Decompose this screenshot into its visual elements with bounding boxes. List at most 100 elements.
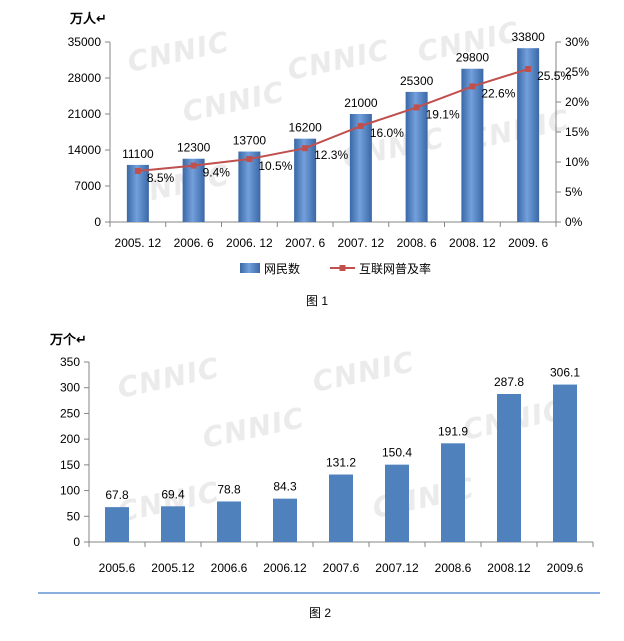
y-tick-label: 21000	[68, 107, 102, 121]
x-category-label: 2008.6	[435, 561, 472, 575]
bar	[385, 464, 409, 542]
y-tick-label: 0	[73, 535, 80, 549]
bar	[273, 498, 297, 542]
chart-2-caption: 图 2	[309, 606, 331, 620]
bar	[182, 158, 205, 222]
y-tick-label: 250	[60, 406, 80, 420]
x-category-label: 2006.12	[263, 561, 307, 575]
line-data-label: 12.3%	[314, 148, 348, 162]
y-tick-label: 150	[60, 458, 80, 472]
bar-value-label: 78.8	[217, 482, 241, 496]
bar-value-label: 69.4	[161, 487, 185, 501]
line-point	[357, 123, 364, 129]
bar	[553, 384, 577, 542]
x-category-label: 2008. 6	[397, 236, 437, 250]
x-category-label: 2009. 6	[508, 236, 548, 250]
y-tick-label: 7000	[74, 179, 101, 193]
bar	[126, 164, 149, 222]
x-category-label: 2007. 12	[338, 236, 385, 250]
line-data-label: 9.4%	[203, 166, 231, 180]
bar-value-label: 287.8	[494, 375, 524, 389]
bar-value-label: 84.3	[273, 480, 297, 494]
line-data-label: 10.5%	[258, 159, 292, 173]
bar-value-label: 12300	[177, 141, 211, 155]
bar	[217, 501, 241, 542]
line-point	[134, 168, 141, 174]
y2-tick-label: 30%	[565, 35, 589, 49]
bar	[441, 443, 465, 542]
rate-line-series	[137, 68, 529, 172]
line-data-label: 19.1%	[426, 107, 460, 121]
bar	[497, 393, 521, 542]
bar	[294, 138, 317, 222]
bar-value-label: 131.2	[326, 456, 356, 470]
x-category-label: 2009.6	[547, 561, 584, 575]
y-tick-label: 35000	[68, 35, 102, 49]
bar-value-label: 67.8	[105, 488, 129, 502]
bar	[517, 48, 540, 222]
y-tick-label: 300	[60, 381, 80, 395]
bar-value-label: 13700	[233, 134, 267, 148]
bar-value-label: 33800	[511, 30, 545, 44]
y-tick-label: 28000	[68, 71, 102, 85]
bar-value-label: 191.9	[438, 424, 468, 438]
watermark: CNNIC	[125, 25, 233, 79]
x-category-label: 2005.12	[151, 561, 195, 575]
chart-1-plot: 0 7000 14000 21000 28000 35000 2005. 12 2006. 6…	[68, 30, 590, 250]
x-category-label: 2005.6	[99, 561, 136, 575]
line-data-label: 22.6%	[481, 86, 515, 100]
x-category-label: 2008.12	[487, 561, 531, 575]
y-tick-label: 14000	[68, 143, 102, 157]
bar-value-label: 11100	[122, 147, 154, 161]
y-tick-label: 100	[60, 484, 80, 498]
y-tick-label: 200	[60, 432, 80, 446]
x-category-label: 2006. 12	[226, 236, 273, 250]
y2-tick-label: 20%	[565, 95, 589, 109]
line-data-label: 16.0%	[370, 126, 404, 140]
x-category-label: 2005. 12	[115, 236, 162, 250]
line-point	[302, 145, 309, 152]
y2-tick-label: 10%	[565, 155, 589, 169]
chart-2-y-unit: 万个↵	[49, 332, 87, 347]
bar	[161, 506, 185, 542]
bar-value-label: 29800	[456, 51, 490, 65]
bar-value-label: 25300	[400, 74, 434, 88]
line-point	[246, 156, 253, 162]
chart-2-bar-chart: 万个↵ 图 2 0 50 100 150 200 250 300 350 2005.6 2005.…	[38, 332, 600, 620]
legend-swatch-rate-marker	[339, 265, 346, 271]
bar	[238, 151, 261, 222]
bar	[349, 114, 372, 222]
watermark: CNNIC	[200, 401, 308, 455]
y-tick-label: 50	[67, 509, 81, 523]
line-point	[525, 66, 532, 72]
x-category-label: 2007.12	[375, 561, 419, 575]
chart-1-y-unit: 万人↵	[69, 11, 107, 26]
legend-swatch-users-bar	[240, 263, 260, 273]
line-point	[190, 162, 197, 169]
bar-value-label: 306.1	[550, 366, 580, 380]
bar	[461, 68, 484, 222]
x-category-label: 2008. 12	[449, 236, 496, 250]
bar-value-label: 150.4	[382, 446, 412, 460]
chart-1-caption: 图 1	[306, 294, 328, 308]
legend-label-users: 网民数	[264, 261, 300, 276]
line-point	[413, 104, 420, 111]
chart-1-legend: 网民数 互联网普及率	[240, 261, 431, 276]
line-point	[469, 83, 476, 90]
legend-label-rate: 互联网普及率	[359, 261, 431, 276]
x-category-label: 2006.6	[211, 561, 248, 575]
chart-2-plot: 0 50 100 150 200 250 300 350 2005.6 2005.12 2006.6…	[60, 355, 594, 575]
y2-tick-label: 15%	[565, 125, 589, 139]
x-category-label: 2006. 6	[174, 236, 214, 250]
bar	[105, 507, 129, 542]
watermark: CNNIC	[285, 33, 393, 87]
bar	[329, 474, 353, 542]
watermark: CNNIC	[310, 345, 418, 399]
y-tick-label: 0	[94, 215, 101, 229]
y-tick-label: 350	[60, 355, 80, 369]
chart-1-internet-users: 万人↵ 网民数 互联网普及率 图 1 0 7000 14000 21000 28000 3…	[68, 11, 590, 308]
bar	[405, 91, 428, 222]
bar-value-label: 16200	[288, 121, 322, 135]
